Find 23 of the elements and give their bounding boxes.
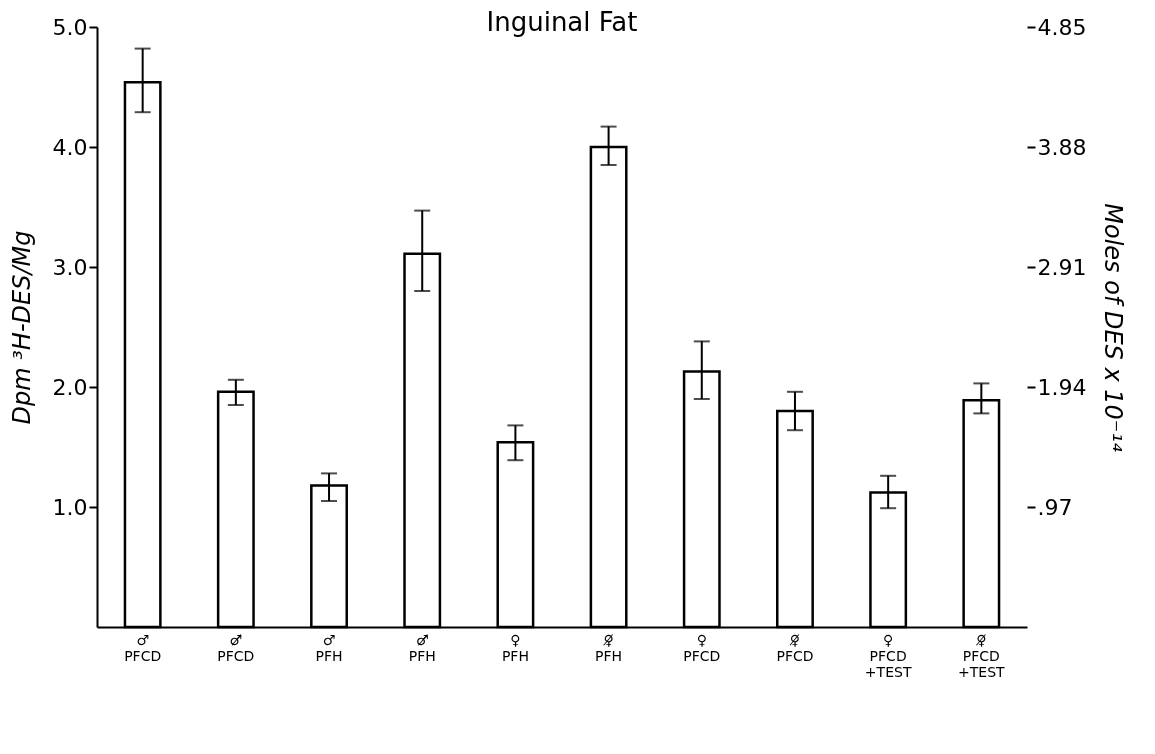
y-axis-title: Dpm ³H-DES/Mg [7, 230, 36, 425]
y-tick-label: 5.0 [52, 14, 88, 40]
y2-tick-label: 4.85 [1037, 14, 1087, 40]
y2-tick-label: .97 [1037, 494, 1073, 520]
x-tick-label: ♀̸ PFH [595, 631, 623, 664]
y2-axis-title: Moles of DES x 10⁻¹⁴ [1099, 203, 1128, 453]
x-tick-label: ♂̸ PFCD [217, 631, 255, 664]
x-tick-label: ♀ PFH [501, 631, 529, 664]
y2-tick-label: 3.88 [1037, 134, 1087, 160]
y-tick-label: 3.0 [52, 254, 88, 280]
y2-tick-label: 1.94 [1037, 374, 1087, 400]
chart-title: Inguinal Fat [486, 7, 638, 37]
x-tick-label: ♂̸ PFH [408, 631, 436, 664]
x-tick-label: ♂ PFH [315, 631, 343, 664]
y-tick-label: 1.0 [52, 494, 88, 520]
y2-tick-label: 2.91 [1037, 254, 1087, 280]
y-tick-label: 4.0 [52, 134, 88, 160]
x-tick-label: ♀ PFCD [683, 631, 721, 664]
y-tick-label: 2.0 [52, 374, 88, 400]
x-tick-label: ♂ PFCD [124, 631, 162, 664]
x-tick-label: ♀̸ PFCD +TEST [958, 631, 1006, 680]
x-tick-label: ♀̸ PFCD [776, 631, 814, 664]
x-tick-label: ♀ PFCD +TEST [864, 631, 912, 680]
